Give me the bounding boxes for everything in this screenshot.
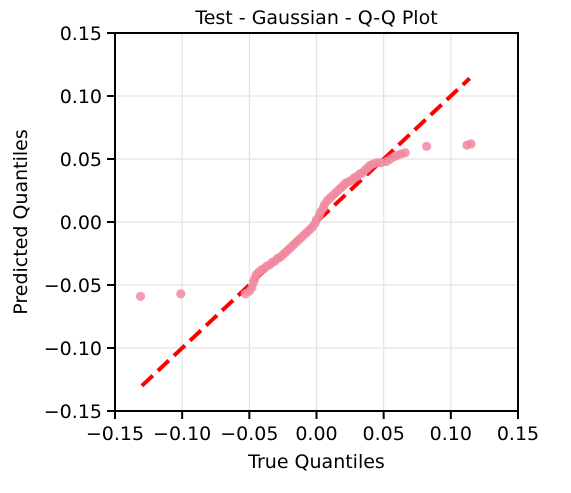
- data-point-1: [176, 289, 186, 299]
- x-tick-label-4: 0.05: [363, 423, 405, 445]
- data-point-63: [466, 139, 476, 149]
- y-tick-label-0: −0.15: [44, 401, 102, 423]
- x-axis-ticks: −0.15 −0.10 −0.05 0.00 0.05 0.10 0.15: [86, 411, 539, 445]
- y-tick-label-1: −0.10: [44, 338, 102, 360]
- x-tick-label-1: −0.10: [153, 423, 211, 445]
- scatter-points: [135, 139, 476, 301]
- x-axis-label: True Quantiles: [247, 451, 385, 473]
- x-tick-label-5: 0.10: [430, 423, 472, 445]
- y-tick-label-5: 0.10: [60, 86, 102, 108]
- y-tick-label-3: 0.00: [60, 212, 102, 234]
- data-point-60: [400, 148, 410, 158]
- x-tick-label-0: −0.15: [86, 423, 144, 445]
- y-axis-label: Predicted Quantiles: [10, 129, 32, 315]
- y-tick-label-6: 0.15: [60, 23, 102, 45]
- y-axis-ticks: −0.15 −0.10 −0.05 0.00 0.05 0.10 0.15: [44, 23, 115, 423]
- y-tick-label-4: 0.05: [60, 149, 102, 171]
- data-point-0: [135, 291, 146, 301]
- x-tick-label-6: 0.15: [497, 423, 539, 445]
- x-tick-label-2: −0.05: [220, 423, 278, 445]
- data-point-61: [422, 141, 432, 151]
- x-tick-label-3: 0.00: [295, 423, 337, 445]
- chart-title: Test - Gaussian - Q-Q Plot: [194, 7, 437, 29]
- y-tick-label-2: −0.05: [44, 275, 102, 297]
